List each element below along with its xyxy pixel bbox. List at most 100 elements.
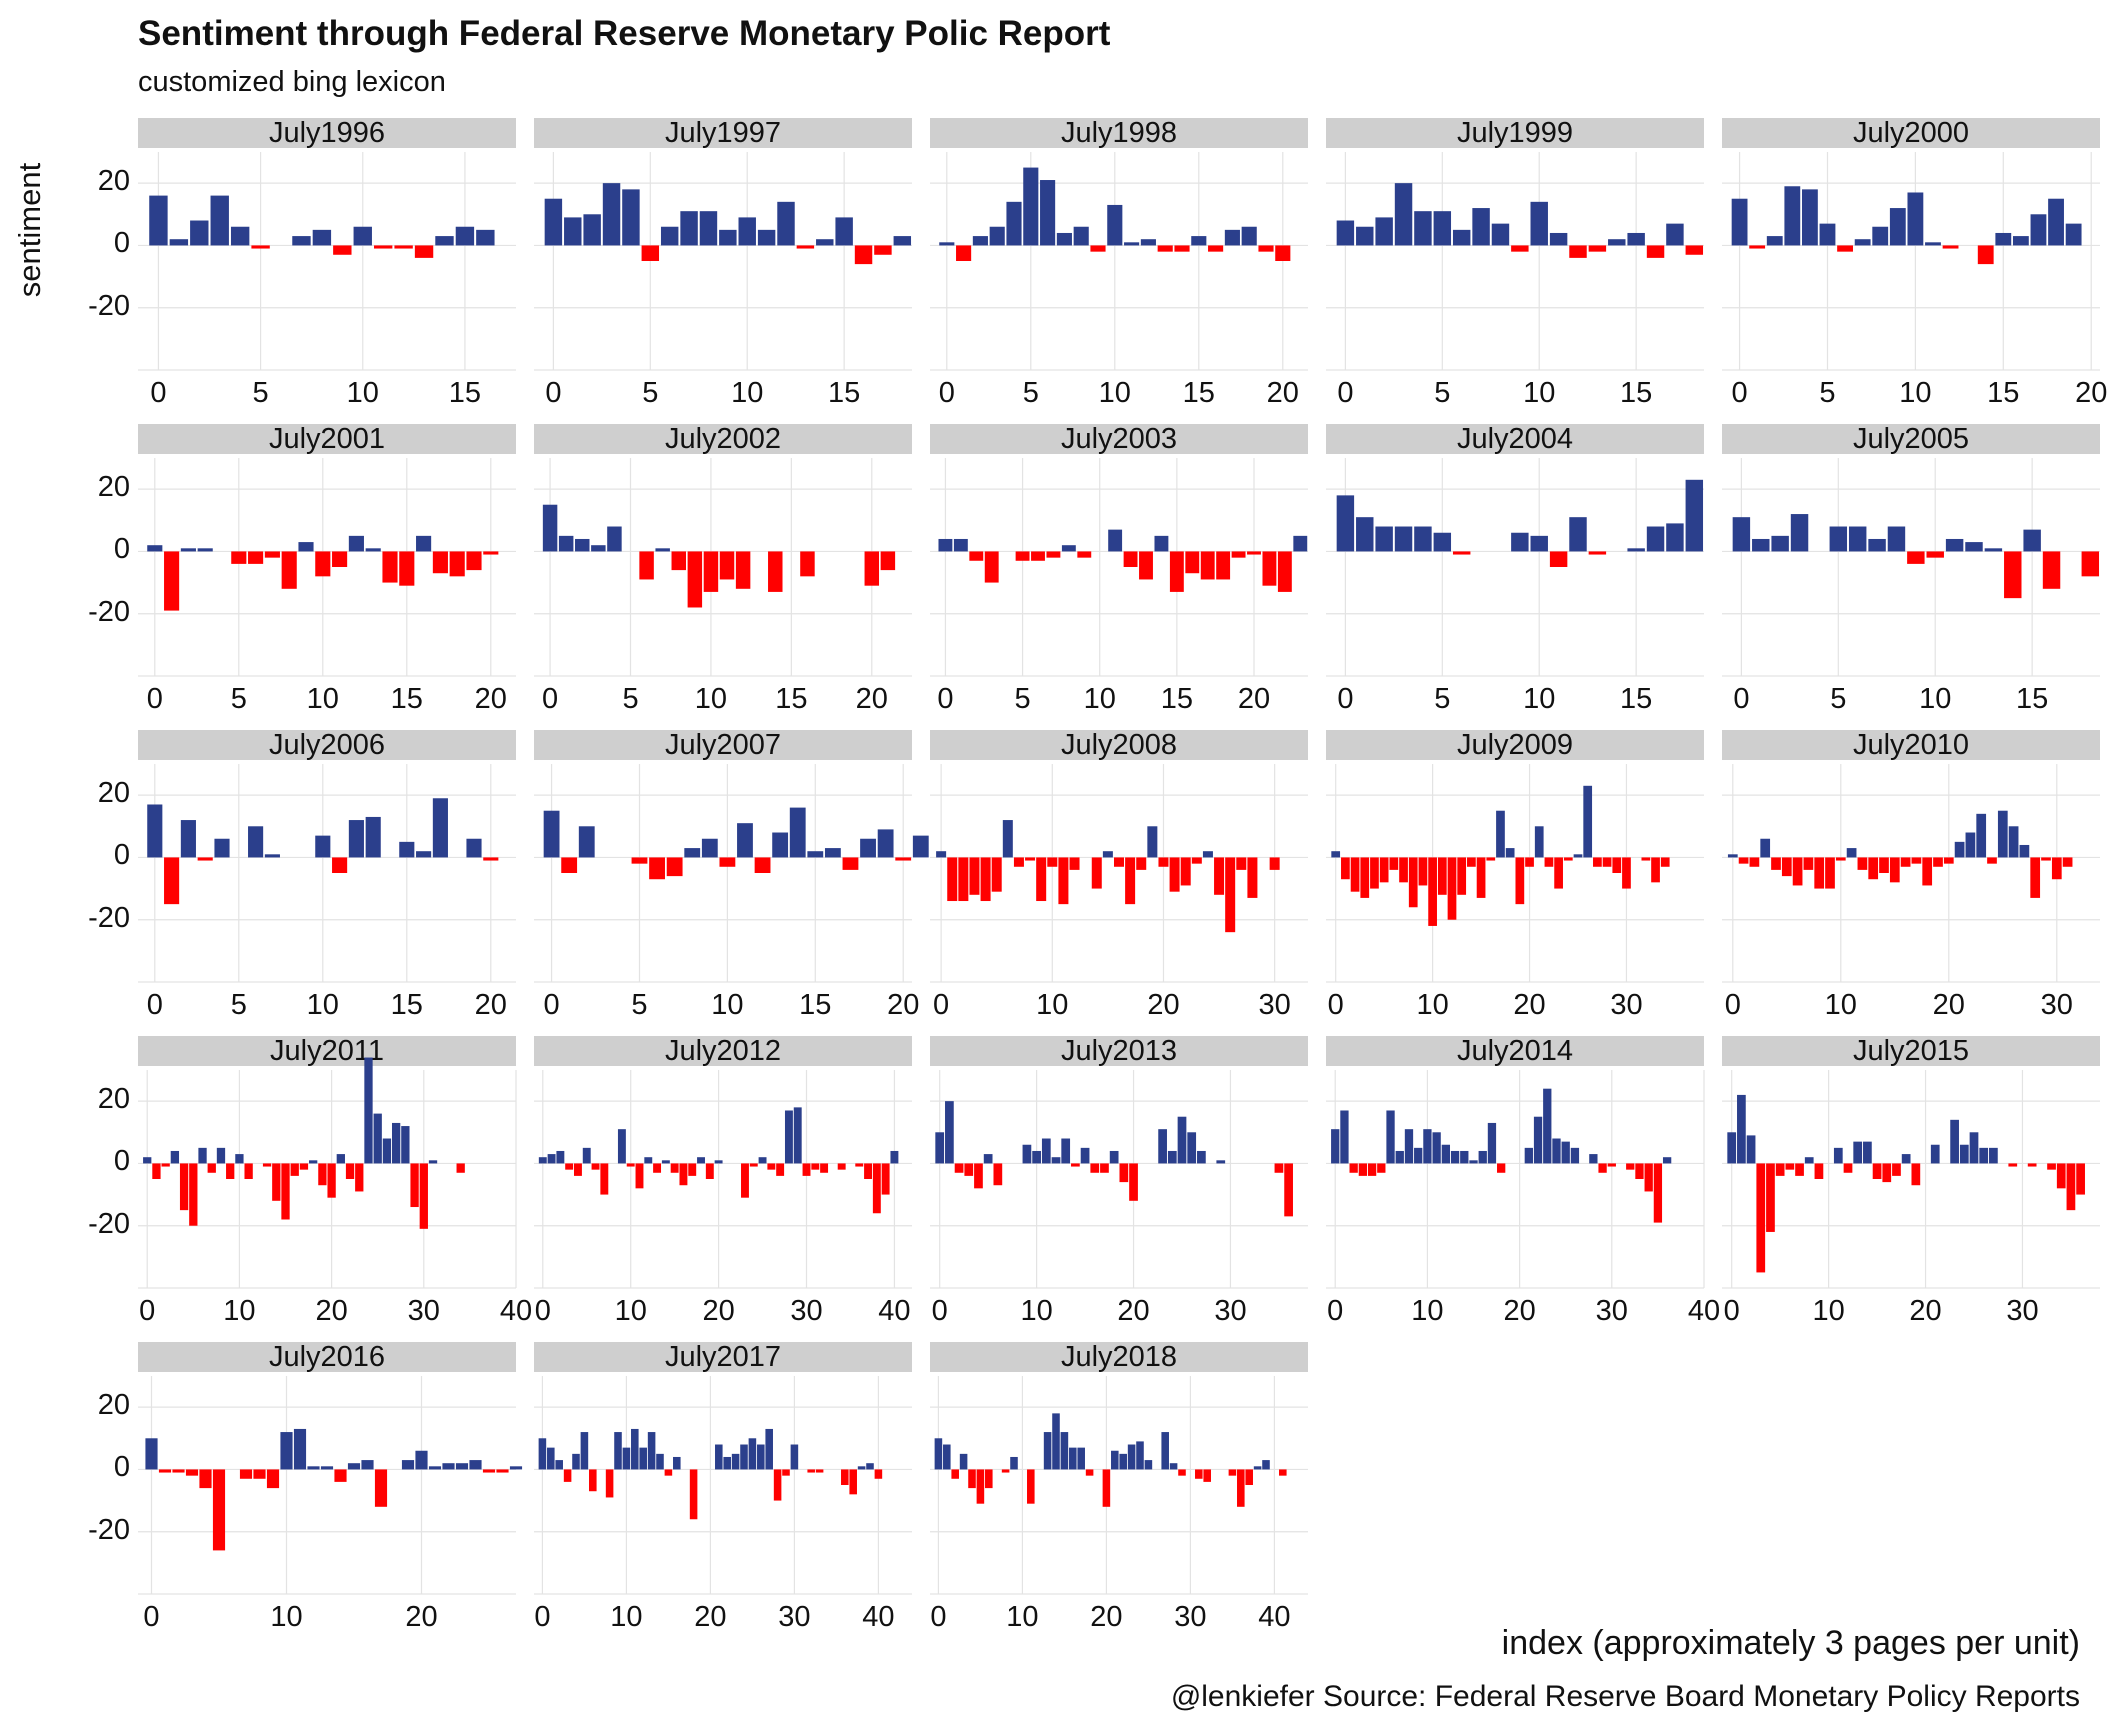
- x-tick-label: 30: [1596, 1295, 1628, 1327]
- sentiment-bar: [1530, 201, 1548, 246]
- sentiment-bar: [890, 1150, 899, 1164]
- sentiment-bar: [1848, 526, 1867, 552]
- sentiment-bar: [1349, 1163, 1358, 1173]
- sentiment-bar: [332, 857, 348, 873]
- sentiment-bar: [1253, 1466, 1262, 1470]
- facet-panel: July2013 0 10 20 30: [930, 1036, 1308, 1328]
- sentiment-bar: [1404, 1129, 1414, 1164]
- sentiment-bar: [2023, 529, 2041, 552]
- facet-panel: July2011 0 10 20 30 40: [138, 1036, 532, 1328]
- facet-panel: July2012 0 10 20 30 40: [534, 1036, 912, 1328]
- x-tick-label: 15: [1620, 683, 1652, 715]
- sentiment-bar: [248, 551, 264, 564]
- x-tick-label: 10: [1036, 989, 1068, 1021]
- sentiment-bar: [1766, 1163, 1775, 1232]
- sentiment-bar: [639, 1447, 647, 1470]
- sentiment-bar: [1887, 526, 1906, 552]
- sentiment-bar: [419, 1163, 428, 1229]
- sentiment-bar: [1732, 517, 1751, 552]
- sentiment-bar: [1843, 1163, 1853, 1173]
- sentiment-bar: [1331, 851, 1341, 858]
- sentiment-bar: [1987, 857, 1997, 864]
- facet-plot: 0 5 10 15 20: [930, 458, 1308, 715]
- sentiment-bar: [401, 1460, 415, 1470]
- sentiment-bar: [1241, 226, 1257, 246]
- facet-plot: 0 10 20 30 40: [930, 1376, 1308, 1633]
- sentiment-bar: [2012, 236, 2029, 246]
- x-tick-label: 0: [544, 989, 560, 1021]
- sentiment-bar: [336, 1154, 345, 1164]
- sentiment-bar: [959, 1453, 968, 1470]
- sentiment-bar: [547, 1154, 556, 1164]
- sentiment-bar: [1801, 189, 1818, 246]
- sentiment-bar: [348, 535, 364, 552]
- sentiment-bar: [212, 1469, 226, 1551]
- sentiment-bar: [1077, 551, 1092, 558]
- sentiment-bar: [262, 1163, 272, 1167]
- sentiment-bar: [197, 548, 213, 552]
- sentiment-bar: [1933, 857, 1943, 867]
- x-tick-label: 10: [1084, 683, 1116, 715]
- x-tick-label: 0: [534, 1601, 550, 1633]
- sentiment-bar: [1191, 236, 1207, 246]
- y-tick-label: 0: [113, 533, 130, 566]
- facet-strip-label: July2003: [930, 424, 1308, 454]
- sentiment-bar: [1467, 857, 1476, 867]
- sentiment-bar: [179, 1163, 189, 1211]
- sentiment-bar: [1379, 857, 1389, 883]
- sentiment-bar: [1197, 1150, 1206, 1164]
- sentiment-bar: [1180, 857, 1191, 886]
- sentiment-bar: [1965, 832, 1976, 858]
- facet-plot: 0 10 20 30: [1722, 1070, 2100, 1327]
- sentiment-bar: [1792, 857, 1803, 886]
- sentiment-bar: [1375, 526, 1393, 552]
- sentiment-bar: [714, 1160, 723, 1164]
- facet-plot: 0 5 10 15 20: [138, 458, 516, 715]
- sentiment-bar: [1598, 1163, 1607, 1173]
- sentiment-bar: [2056, 1163, 2066, 1189]
- y-tick-label: 0: [113, 1145, 130, 1178]
- sentiment-bar: [1102, 1469, 1111, 1507]
- sentiment-bar: [1414, 211, 1432, 246]
- sentiment-bar: [582, 1147, 591, 1164]
- sentiment-bar: [653, 1163, 662, 1173]
- sentiment-bar: [1472, 208, 1490, 246]
- sentiment-bar: [1195, 1469, 1203, 1479]
- sentiment-bar: [1395, 1150, 1404, 1164]
- sentiment-bar: [1258, 245, 1274, 252]
- sentiment-bar: [631, 857, 648, 864]
- sentiment-bar: [1756, 1163, 1766, 1273]
- sentiment-bar: [969, 857, 980, 895]
- sentiment-bar: [466, 838, 482, 858]
- sentiment-bar: [864, 551, 880, 586]
- sentiment-bar: [1766, 236, 1783, 246]
- x-axis-label: index (approximately 3 pages per unit): [1501, 1624, 2080, 1662]
- sentiment-bar: [469, 1460, 482, 1470]
- sentiment-bar: [1046, 551, 1061, 558]
- sentiment-bar: [864, 1163, 873, 1179]
- sentiment-bar: [705, 1163, 714, 1179]
- facet-strip-label: July2009: [1326, 730, 1704, 760]
- sentiment-bar: [290, 1163, 299, 1176]
- y-tick-label: 0: [113, 1451, 130, 1484]
- sentiment-bar: [1350, 857, 1360, 892]
- x-tick-label: 15: [2016, 683, 2048, 715]
- facet-plot: 0 10 20 30 40: [1326, 1070, 1720, 1327]
- sentiment-bar: [719, 857, 736, 867]
- y-tick-label: 20: [97, 1389, 130, 1422]
- sentiment-bar: [1588, 245, 1607, 252]
- x-tick-label: 20: [475, 989, 507, 1021]
- sentiment-bar: [401, 1126, 410, 1164]
- sentiment-bar: [849, 1469, 857, 1495]
- sentiment-bar: [984, 551, 999, 583]
- sentiment-bar: [180, 820, 196, 858]
- sentiment-bar: [365, 816, 381, 858]
- facet-panel: July2003 0 5 10 15 20: [930, 424, 1308, 716]
- sentiment-bar: [1785, 1163, 1795, 1170]
- sentiment-bar: [958, 857, 969, 902]
- sentiment-bar: [190, 220, 209, 246]
- x-tick-label: 40: [1258, 1601, 1290, 1633]
- sentiment-bar: [943, 1444, 951, 1470]
- sentiment-bar: [1414, 526, 1432, 552]
- sentiment-bar: [333, 245, 352, 255]
